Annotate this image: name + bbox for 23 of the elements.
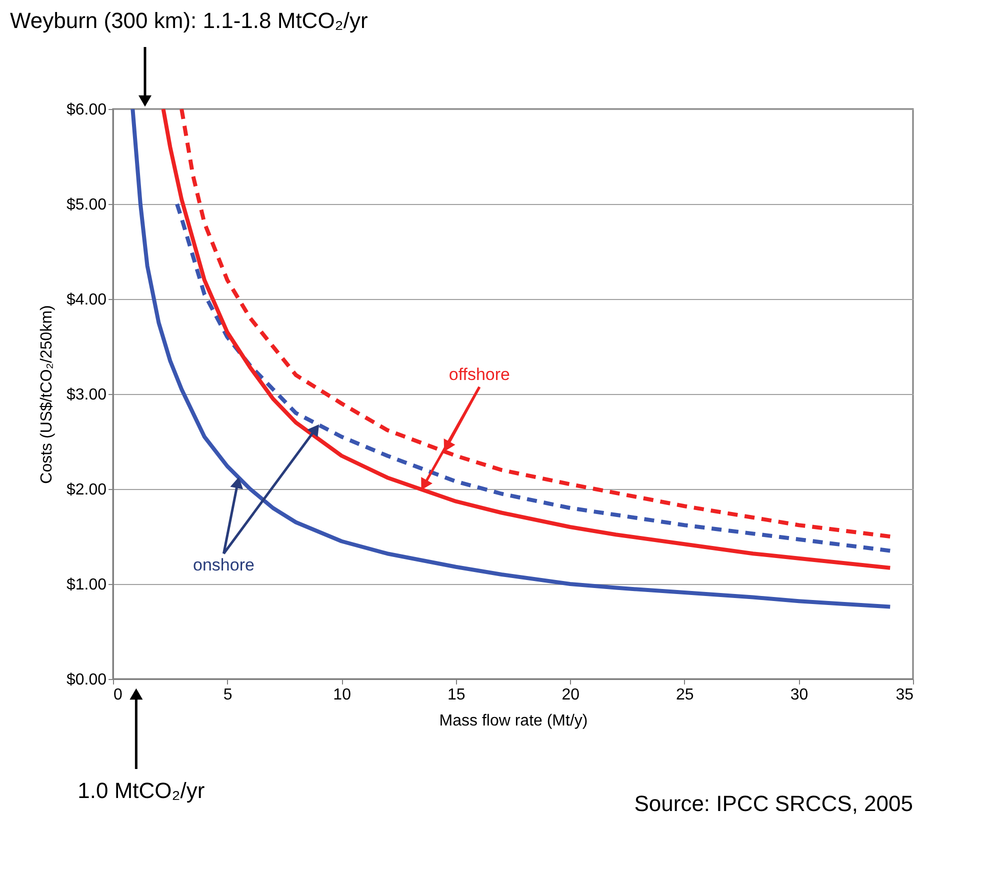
x-tick-label: 30 [790,686,808,704]
y-axis-title: Costs (US$/tCO₂/250km) [38,305,56,484]
x-axis-title: Mass flow rate (Mt/y) [439,712,588,730]
x-tick-label: 0 [114,686,122,704]
y-tick-label: $3.00 [66,386,107,404]
source-note: Source: IPCC SRCCS, 2005 [634,791,913,816]
y-tick-label: $5.00 [66,196,107,214]
x-tick-label: 15 [447,686,466,704]
x-tick-label: 5 [223,686,232,704]
annotation: offshore [448,365,510,384]
text: Weyburn (300 km): 1.1-1.8 MtCO₂/yr [10,8,368,33]
y-tick-label: $6.00 [66,102,107,118]
x-tick-label: 20 [562,686,580,704]
y-tick-label: $1.00 [66,576,107,594]
x-tick-label: 25 [676,686,694,704]
x-tick-label: 35 [896,686,914,704]
y-tick-label: $2.00 [66,482,107,498]
y-tick-label: $4.00 [66,292,107,308]
annotation: onshore [192,556,254,575]
y-tick-label: $0.00 [66,672,107,688]
x-tick-label: 10 [333,686,352,704]
line-series [175,202,892,553]
text: 1.0 MtCO₂/yr [78,778,205,803]
